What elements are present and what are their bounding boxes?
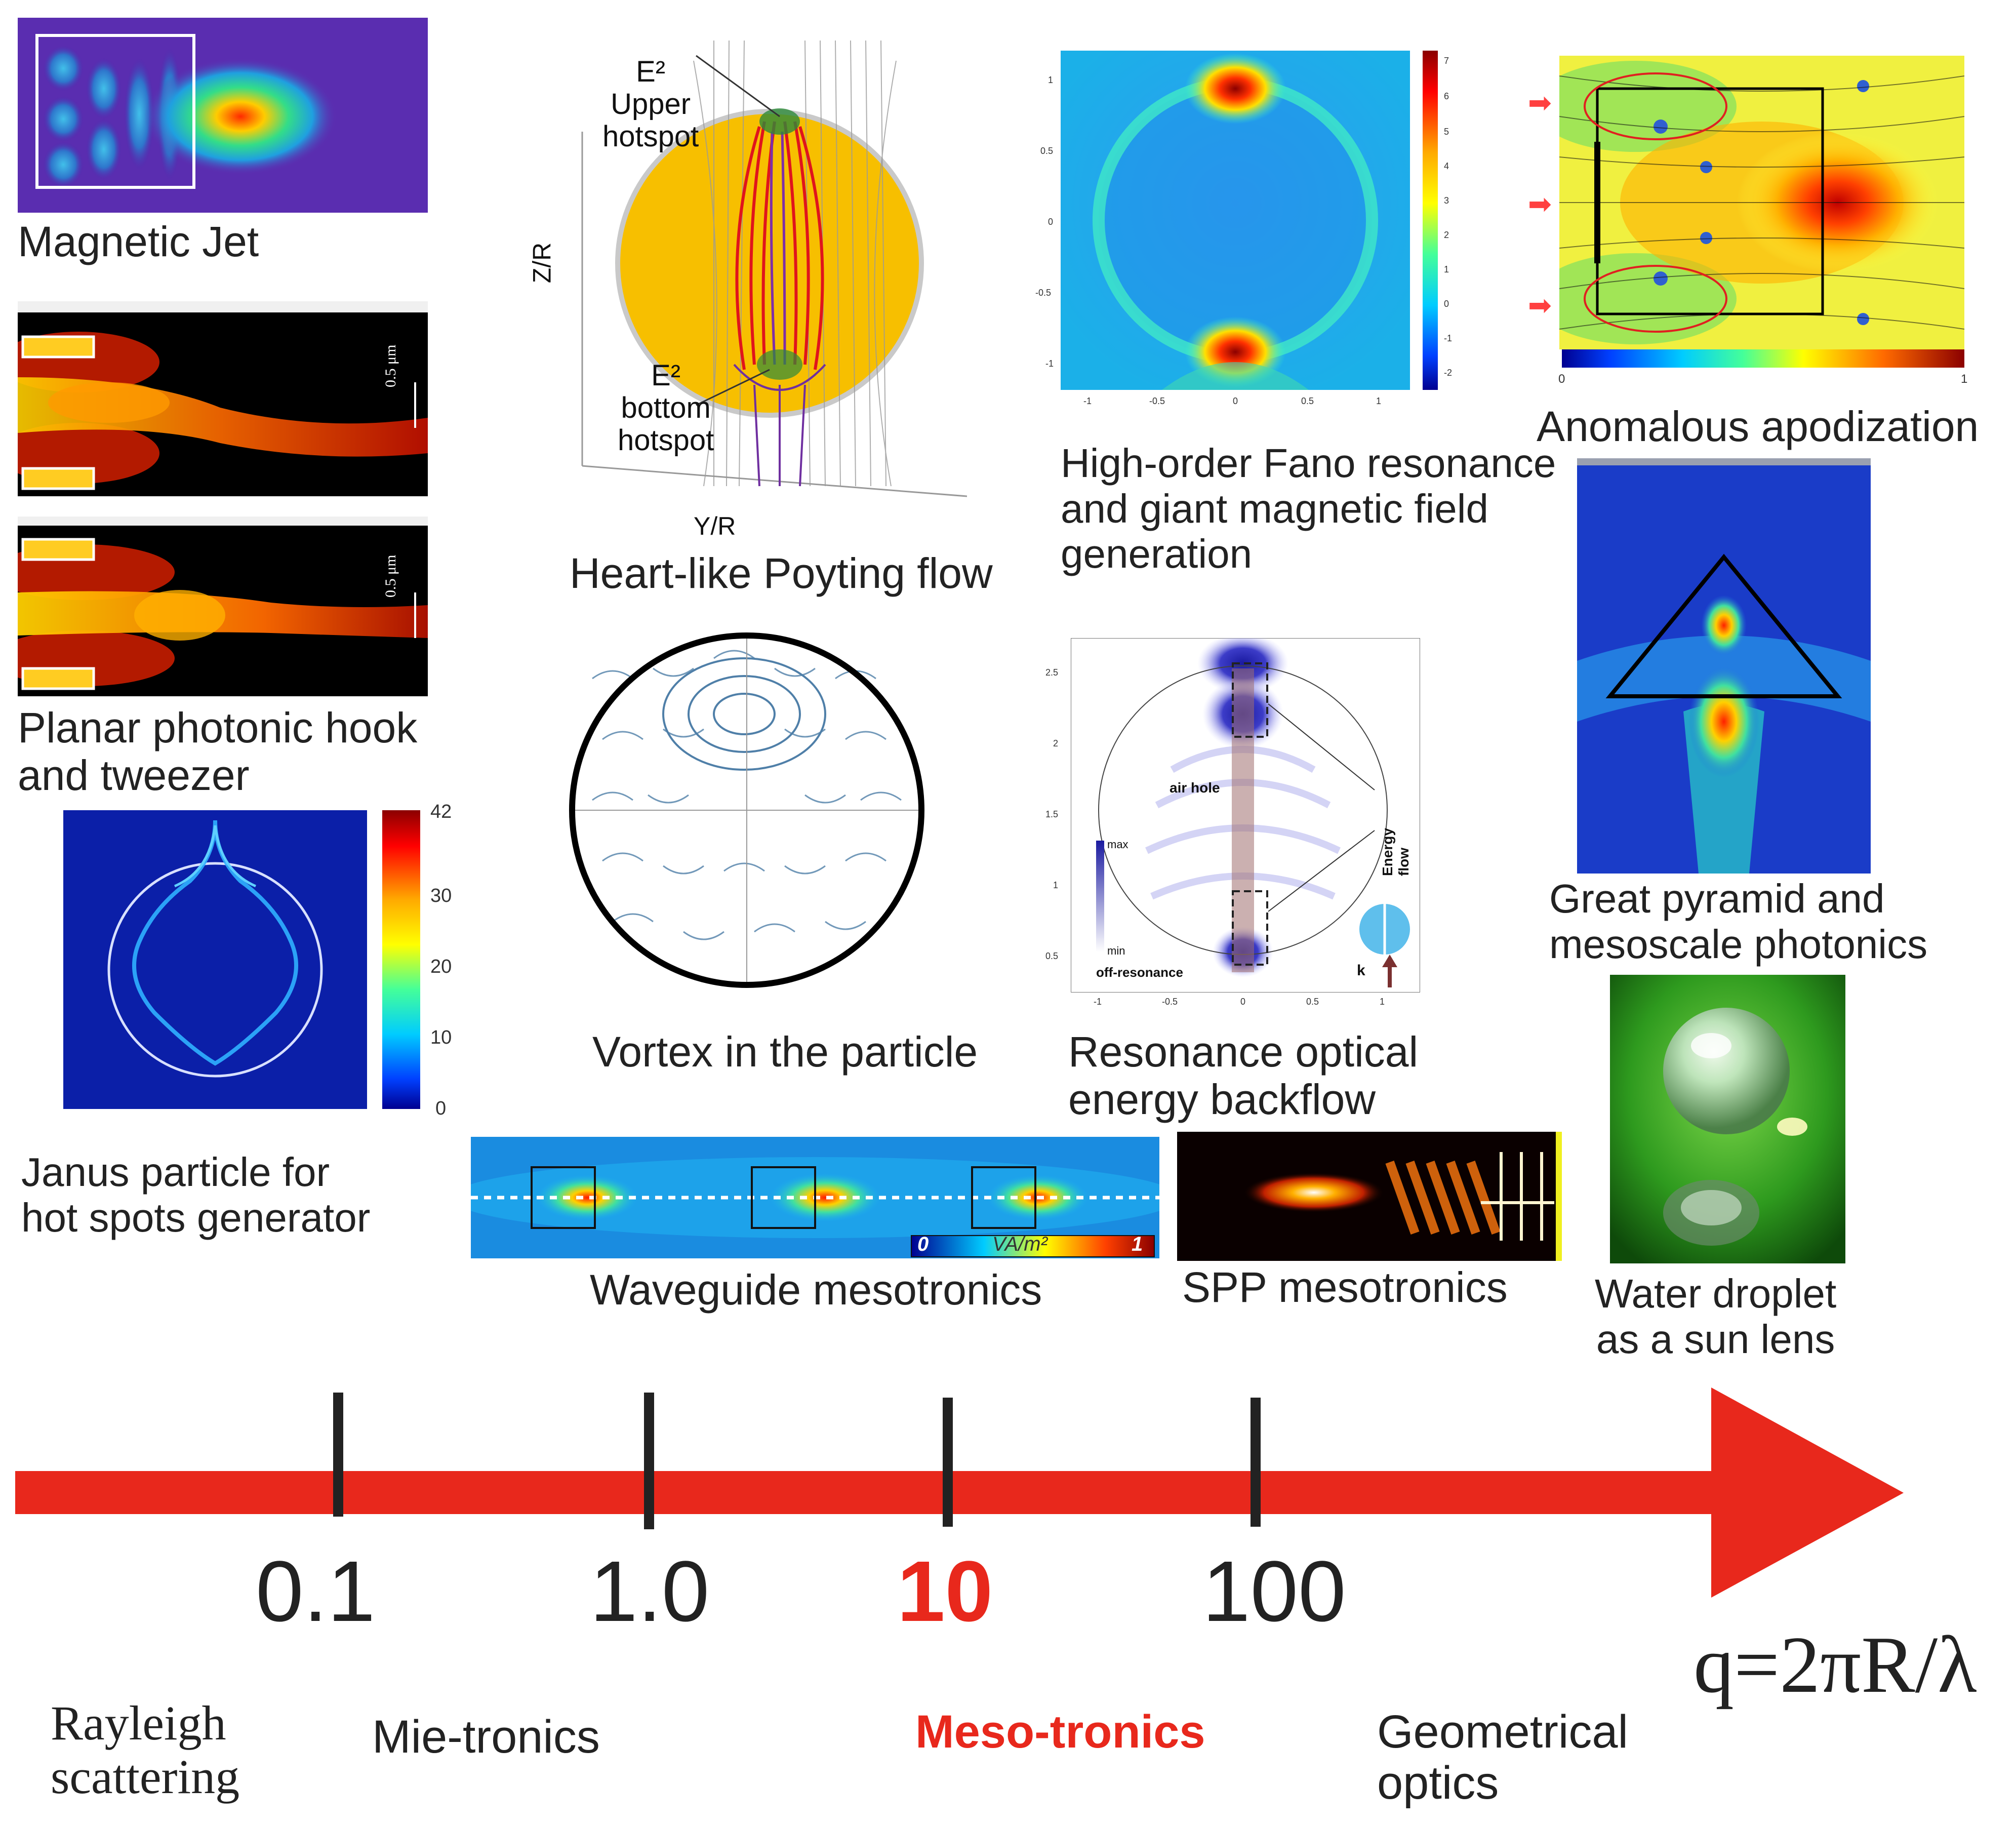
- fano-cbar-tick: 0: [1444, 299, 1449, 309]
- fano-colorbar: [1423, 51, 1438, 390]
- scale-tick-mark: [333, 1393, 343, 1517]
- fano-label: High-order Fano resonance and giant magn…: [1061, 441, 1556, 577]
- regime-geometrical: Geometrical optics: [1377, 1706, 1628, 1809]
- fano-y-tick: -0.5: [1035, 288, 1052, 298]
- spp-image: [1177, 1132, 1562, 1261]
- bottom-hotspot-label: E² bottom hotspot: [618, 359, 714, 457]
- air-hole-label: air hole: [1170, 780, 1220, 796]
- fano-x-tick: 1: [1376, 396, 1382, 406]
- fano-cbar-tick: 6: [1444, 91, 1449, 101]
- scale-tick-label: 0.1: [256, 1543, 376, 1640]
- fano-y-tick: 1: [1048, 75, 1054, 85]
- backflow-label: Resonance optical energy backflow: [1068, 1028, 1419, 1124]
- backflow-y-tick: 2: [1053, 738, 1059, 748]
- apodization-label: Anomalous apodization: [1537, 403, 1979, 450]
- scale-arrow-shaft: [15, 1471, 1726, 1514]
- fano-cbar-tick: 1: [1444, 264, 1449, 274]
- fano-cbar-tick: 7: [1444, 56, 1449, 66]
- janus-colorbar: [382, 810, 420, 1109]
- fano-cbar-tick: 2: [1444, 230, 1449, 240]
- janus-cbar-tick: 0: [435, 1098, 447, 1119]
- fano-cbar-tick: 5: [1444, 127, 1449, 137]
- backflow-x-tick: 0.5: [1306, 997, 1319, 1007]
- waveguide-image: 0 VA/m² 1: [471, 1137, 1159, 1258]
- regime-rayleigh: Rayleigh scattering: [51, 1696, 240, 1804]
- fano-cbar-tick: -2: [1444, 368, 1453, 378]
- vortex-label: Vortex in the particle: [592, 1028, 978, 1076]
- apodization-cmax: 1: [1961, 372, 1968, 386]
- janus-cbar-tick: 10: [430, 1027, 452, 1048]
- backflow-image: air hole Energy flow max min off-resonan…: [1071, 638, 1420, 993]
- fano-y-tick: 0: [1048, 217, 1054, 227]
- janus-cbar-tick: 42: [430, 801, 452, 822]
- regime-mie: Mie-tronics: [372, 1711, 600, 1763]
- incident-arrow-icon: ➡: [1528, 289, 1552, 321]
- heart-flow-label: Heart-like Poyting flow: [570, 549, 993, 597]
- photonic-hook-image-bottom: 0.5 μm: [18, 517, 428, 696]
- k-vector-label: k: [1357, 962, 1365, 979]
- janus-particle-image: [63, 810, 367, 1109]
- scale-tick-mark: [943, 1398, 953, 1527]
- photonic-hook-label: Planar photonic hook and tweezer: [18, 704, 418, 800]
- incident-arrow-icon: ➡: [1528, 87, 1552, 118]
- heart-flow-image: E² Upper hotspot E² bottom hotspot Z/R: [521, 30, 977, 506]
- janus-cbar-tick: 20: [430, 956, 452, 977]
- upper-hotspot-label: E² Upper hotspot: [602, 55, 699, 153]
- scale-tick-mark: [1251, 1398, 1261, 1527]
- scale-arrow-head: [1711, 1387, 1904, 1598]
- apodization-cmin: 0: [1558, 372, 1565, 386]
- z-axis-label: Z/R: [528, 242, 556, 284]
- pyramid-image: [1577, 458, 1871, 874]
- fano-x-tick: 0: [1233, 396, 1238, 406]
- scale-tick-label: 100: [1202, 1543, 1346, 1640]
- pyramid-label: Great pyramid and mesoscale photonics: [1549, 876, 1928, 967]
- incident-arrow-icon: ➡: [1528, 188, 1552, 220]
- scale-tick-label: 1.0: [590, 1543, 710, 1640]
- fano-cbar-tick: 4: [1444, 161, 1449, 171]
- waveguide-label: Waveguide mesotronics: [590, 1266, 1042, 1314]
- photonic-hook-image-top: 0.5 μm: [18, 301, 428, 496]
- apodization-image: [1559, 56, 1964, 349]
- fano-cbar-tick: -1: [1444, 333, 1453, 343]
- fano-x-tick: 0.5: [1301, 396, 1314, 406]
- janus-label: Janus particle for hot spots generator: [21, 1149, 371, 1240]
- waveguide-cb-max: 1: [1132, 1233, 1143, 1255]
- backflow-y-tick: 0.5: [1045, 951, 1059, 961]
- backflow-x-tick: -1: [1094, 997, 1102, 1007]
- backflow-x-tick: -0.5: [1162, 997, 1178, 1007]
- size-parameter-formula: q=2πR/λ: [1694, 1619, 1977, 1710]
- magnetic-jet-label: Magnetic Jet: [18, 218, 259, 265]
- hook-scale-label-2: 0.5 μm: [382, 554, 399, 598]
- fano-x-tick: -1: [1083, 396, 1092, 406]
- off-resonance-label: off-resonance: [1096, 965, 1183, 980]
- spp-label: SPP mesotronics: [1182, 1263, 1508, 1311]
- y-axis-label: Y/R: [694, 512, 736, 540]
- janus-cbar-tick: 30: [430, 885, 452, 906]
- regime-meso: Meso-tronics: [915, 1706, 1205, 1758]
- apodization-colorbar: [1562, 349, 1964, 368]
- fano-cbar-tick: 3: [1444, 195, 1449, 206]
- backflow-x-tick: 0: [1240, 997, 1246, 1007]
- min-label: min: [1107, 944, 1125, 957]
- scale-axis: [0, 1367, 2016, 1651]
- magnetic-jet-image: [18, 18, 428, 213]
- droplet-image: [1610, 975, 1845, 1263]
- scale-tick-label-highlight: 10: [897, 1543, 993, 1640]
- backflow-y-tick: 1: [1053, 880, 1059, 890]
- scale-tick-mark: [644, 1393, 654, 1529]
- hook-scale-label: 0.5 μm: [382, 344, 399, 387]
- fano-x-tick: -0.5: [1149, 396, 1165, 406]
- backflow-y-tick: 2.5: [1045, 667, 1059, 678]
- backflow-x-tick: 1: [1380, 997, 1385, 1007]
- vortex-image: [562, 628, 932, 993]
- fano-image: [1061, 51, 1410, 390]
- waveguide-cb-unit: VA/m²: [992, 1233, 1047, 1255]
- max-label: max: [1107, 838, 1128, 851]
- energy-flow-label: Energy flow: [1380, 828, 1412, 876]
- backflow-y-tick: 1.5: [1045, 809, 1059, 819]
- droplet-label: Water droplet as a sun lens: [1595, 1271, 1837, 1362]
- fano-y-tick: -1: [1045, 359, 1054, 369]
- fano-y-tick: 0.5: [1040, 146, 1054, 156]
- waveguide-cb-min: 0: [917, 1233, 929, 1255]
